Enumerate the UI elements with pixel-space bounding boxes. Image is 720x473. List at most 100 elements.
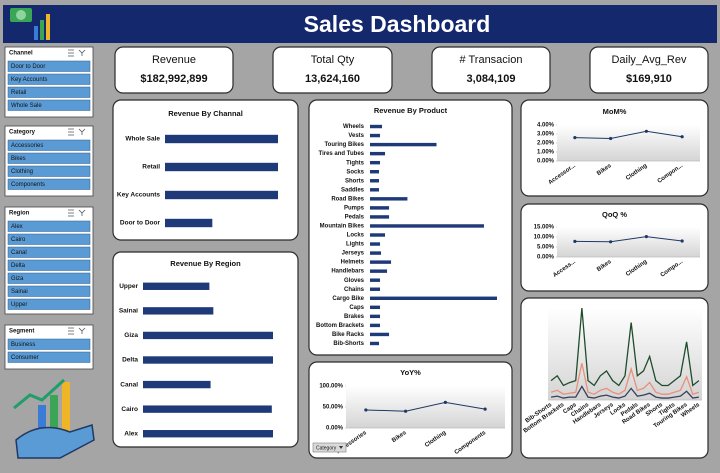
kpi-value: 3,084,109 [467,73,516,85]
slicer-item[interactable] [7,233,91,245]
y-tick-label: Pumps [344,205,365,211]
slicer-item[interactable] [7,60,91,72]
slicer-item[interactable] [7,272,91,284]
bar [370,269,388,273]
slicer-item[interactable] [7,246,91,258]
bar [370,305,381,310]
slicer-item-label[interactable]: Components [11,182,45,188]
y-tick-label: Brakes [344,314,365,320]
marker [644,235,648,239]
y-tick-label: Cairo [121,406,138,413]
y-tick-label: Tires and Tubes [319,151,365,157]
slicer-icon[interactable] [68,49,86,57]
y-tick-label: Gloves [344,278,365,284]
plot-area [557,125,700,161]
slicer-item-label[interactable]: Whole Sale [11,103,42,109]
slicer-item-label[interactable]: Cairo [11,237,26,243]
chart-title: Revenue By Product [374,106,448,115]
slicer-item[interactable] [7,351,91,363]
y-tick-label: 50.00% [323,405,344,411]
bar [370,124,383,129]
slicer-item-label[interactable]: Bikes [11,156,26,162]
kpi-label: # Transacion [460,54,523,66]
slicer-item-label[interactable]: Canal [11,250,27,256]
plot-area [548,308,702,400]
slicer-item-label[interactable]: Upper [11,302,27,308]
line [550,385,700,399]
bar [370,314,381,319]
bar [370,215,390,219]
slicer-item-label[interactable]: Consumer [11,355,39,361]
y-tick-label: 0.00% [326,426,344,432]
slicer-item-label[interactable]: Giza [11,276,24,282]
slicer-item[interactable] [7,73,91,85]
slicer-item[interactable] [7,259,91,271]
bar [165,162,278,172]
slicer-item-label[interactable]: Delta [11,263,26,269]
marker [443,400,447,404]
y-tick-label: Upper [119,283,138,290]
y-tick-label: Sainai [119,308,138,315]
line [550,363,700,395]
y-tick-label: Shorts [345,178,365,184]
kpi-card [431,46,551,94]
marker [483,407,487,411]
slicer-item-label[interactable]: Clothing [11,169,33,175]
slicer-item-label[interactable]: Sainai [11,289,28,295]
marker [680,135,684,139]
y-tick-label: Bike Racks [332,332,365,338]
y-tick-label: Caps [349,305,364,311]
slicer-item-label[interactable]: Door to Door [11,64,45,70]
slicer-item[interactable] [7,165,91,177]
slicer-item[interactable] [7,338,91,350]
chart-panel [112,251,299,448]
filter-button[interactable]: Category [312,442,347,453]
y-tick-label: Retail [142,164,160,171]
y-tick-label: Key Accounts [117,192,160,199]
y-tick-label: Delta [122,357,138,364]
slicer-item[interactable] [7,99,91,111]
kpi-label: Total Qty [311,54,355,66]
y-tick-label: Door to Door [120,220,161,227]
filter-button-label[interactable]: Category [316,445,337,451]
y-tick-label: 0.00% [537,159,555,165]
bar [143,307,214,315]
kpi-card [114,46,234,94]
slicer-item-label[interactable]: Key Accounts [11,77,47,83]
y-tick-label: Chains [344,287,365,293]
marker [644,129,648,133]
chart-title: YoY% [400,368,421,377]
slicer-item-label[interactable]: Alex [11,224,23,230]
chart-title: Revenue By Channal [168,109,243,118]
slicer-item-label[interactable]: Accessories [11,143,43,149]
slicer-item-label[interactable]: Business [11,342,35,348]
slicer-title: Segment [9,329,34,335]
slicer-item[interactable] [7,139,91,151]
slicer-item[interactable] [7,152,91,164]
dashboard-title: Sales Dashboard [304,11,491,37]
slicer-icon[interactable] [68,209,86,217]
slicer-item-label[interactable]: Retail [11,90,26,96]
bar [370,296,497,300]
slicer-icon[interactable] [68,327,86,335]
kpi-value: $169,910 [626,73,672,85]
slicer-item[interactable] [7,178,91,190]
y-tick-label: Handlebars [331,269,364,275]
y-tick-label: Canal [120,381,138,388]
slicer-item[interactable] [7,298,91,310]
bar [370,160,381,165]
y-tick-label: Whole Sale [125,136,160,143]
y-tick-label: Alex [124,430,138,437]
bar [370,179,380,183]
bar [143,282,210,290]
line [574,236,683,243]
slicer-icon[interactable] [68,128,86,136]
y-tick-label: Helmets [341,260,365,266]
slicer-item[interactable] [7,285,91,297]
slicer-item[interactable] [7,86,91,98]
marker [573,239,577,243]
y-tick-label: Tights [346,160,365,166]
slicer-item[interactable] [7,220,91,232]
y-tick-label: Bottom Brackets [316,323,365,329]
